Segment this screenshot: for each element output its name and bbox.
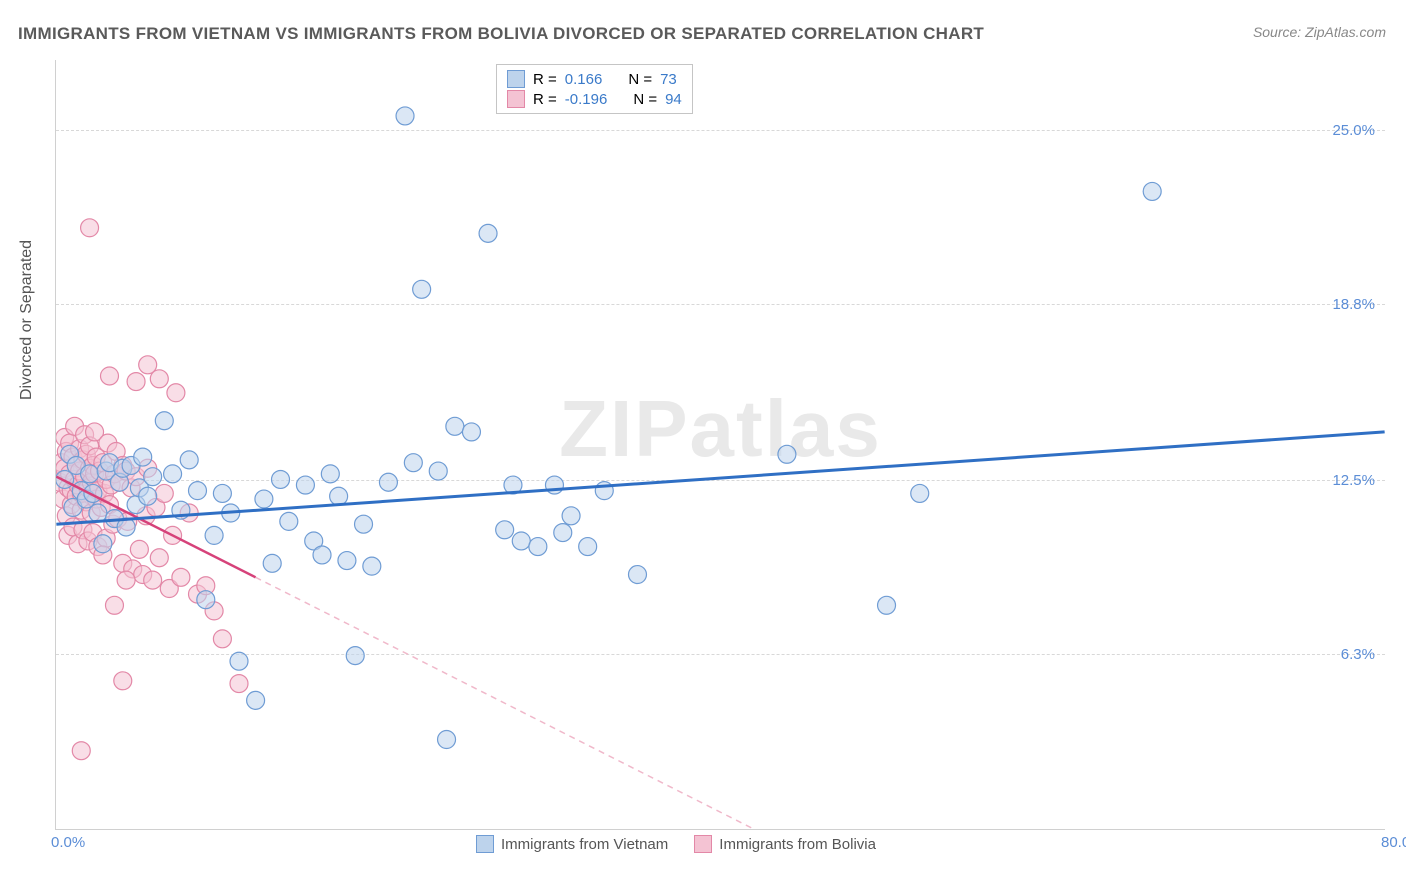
data-point bbox=[114, 672, 132, 690]
data-point bbox=[172, 568, 190, 586]
data-point bbox=[438, 731, 456, 749]
data-point bbox=[255, 490, 273, 508]
data-point bbox=[512, 532, 530, 550]
data-point bbox=[562, 507, 580, 525]
data-point bbox=[404, 454, 422, 472]
data-point bbox=[1143, 182, 1161, 200]
data-point bbox=[89, 504, 107, 522]
data-point bbox=[496, 521, 514, 539]
swatch-bolivia bbox=[694, 835, 712, 853]
data-point bbox=[84, 484, 102, 502]
n-label: N = bbox=[633, 91, 657, 108]
data-point bbox=[81, 219, 99, 237]
r-label: R = bbox=[533, 91, 557, 108]
n-value: 73 bbox=[660, 71, 677, 88]
data-point bbox=[189, 482, 207, 500]
swatch-vietnam bbox=[507, 70, 525, 88]
data-point bbox=[230, 675, 248, 693]
data-point bbox=[355, 515, 373, 533]
data-point bbox=[529, 538, 547, 556]
data-point bbox=[155, 484, 173, 502]
data-point bbox=[396, 107, 414, 125]
data-point bbox=[296, 476, 314, 494]
x-tick-label: 80.0% bbox=[1381, 834, 1406, 851]
data-point bbox=[213, 484, 231, 502]
scatter-svg bbox=[56, 60, 1385, 829]
data-point bbox=[363, 557, 381, 575]
data-point bbox=[272, 470, 290, 488]
data-point bbox=[180, 451, 198, 469]
data-point bbox=[134, 448, 152, 466]
legend-row-vietnam: R = 0.166 N = 73 bbox=[507, 69, 682, 89]
plot-area: ZIPatlas R = 0.166 N = 73 R = -0.196 N =… bbox=[55, 60, 1385, 830]
data-point bbox=[479, 224, 497, 242]
data-point bbox=[321, 465, 339, 483]
data-point bbox=[94, 535, 112, 553]
data-point bbox=[155, 412, 173, 430]
data-point bbox=[280, 512, 298, 530]
data-point bbox=[117, 571, 135, 589]
data-point bbox=[346, 647, 364, 665]
data-point bbox=[101, 367, 119, 385]
data-point bbox=[338, 552, 356, 570]
data-point bbox=[150, 549, 168, 567]
r-value: -0.196 bbox=[565, 91, 608, 108]
data-point bbox=[139, 487, 157, 505]
n-label: N = bbox=[628, 71, 652, 88]
data-point bbox=[81, 465, 99, 483]
data-point bbox=[413, 280, 431, 298]
data-point bbox=[878, 596, 896, 614]
data-point bbox=[164, 465, 182, 483]
data-point bbox=[205, 526, 223, 544]
data-point bbox=[247, 691, 265, 709]
data-point bbox=[150, 370, 168, 388]
legend-label: Immigrants from Bolivia bbox=[719, 836, 876, 853]
legend-label: Immigrants from Vietnam bbox=[501, 836, 668, 853]
data-point bbox=[144, 468, 162, 486]
swatch-bolivia bbox=[507, 90, 525, 108]
data-point bbox=[72, 742, 90, 760]
data-point bbox=[263, 554, 281, 572]
legend-item-vietnam: Immigrants from Vietnam bbox=[476, 835, 668, 853]
data-point bbox=[330, 487, 348, 505]
data-point bbox=[313, 546, 331, 564]
data-point bbox=[446, 417, 464, 435]
data-point bbox=[778, 445, 796, 463]
r-value: 0.166 bbox=[565, 71, 603, 88]
data-point bbox=[230, 652, 248, 670]
data-point bbox=[579, 538, 597, 556]
x-tick-label: 0.0% bbox=[51, 834, 85, 851]
data-point bbox=[554, 524, 572, 542]
r-label: R = bbox=[533, 71, 557, 88]
y-axis-label: Divorced or Separated bbox=[18, 240, 36, 400]
data-point bbox=[167, 384, 185, 402]
swatch-vietnam bbox=[476, 835, 494, 853]
n-value: 94 bbox=[665, 91, 682, 108]
data-point bbox=[130, 540, 148, 558]
data-point bbox=[197, 591, 215, 609]
series-legend: Immigrants from Vietnam Immigrants from … bbox=[476, 835, 876, 853]
data-point bbox=[429, 462, 447, 480]
data-point bbox=[213, 630, 231, 648]
data-point bbox=[911, 484, 929, 502]
chart-title: IMMIGRANTS FROM VIETNAM VS IMMIGRANTS FR… bbox=[18, 24, 984, 44]
data-point bbox=[628, 566, 646, 584]
legend-row-bolivia: R = -0.196 N = 94 bbox=[507, 89, 682, 109]
data-point bbox=[105, 596, 123, 614]
data-point bbox=[144, 571, 162, 589]
source-attribution: Source: ZipAtlas.com bbox=[1253, 24, 1386, 40]
data-point bbox=[127, 373, 145, 391]
legend-item-bolivia: Immigrants from Bolivia bbox=[694, 835, 876, 853]
data-point bbox=[379, 473, 397, 491]
correlation-legend: R = 0.166 N = 73 R = -0.196 N = 94 bbox=[496, 64, 693, 114]
data-point bbox=[462, 423, 480, 441]
